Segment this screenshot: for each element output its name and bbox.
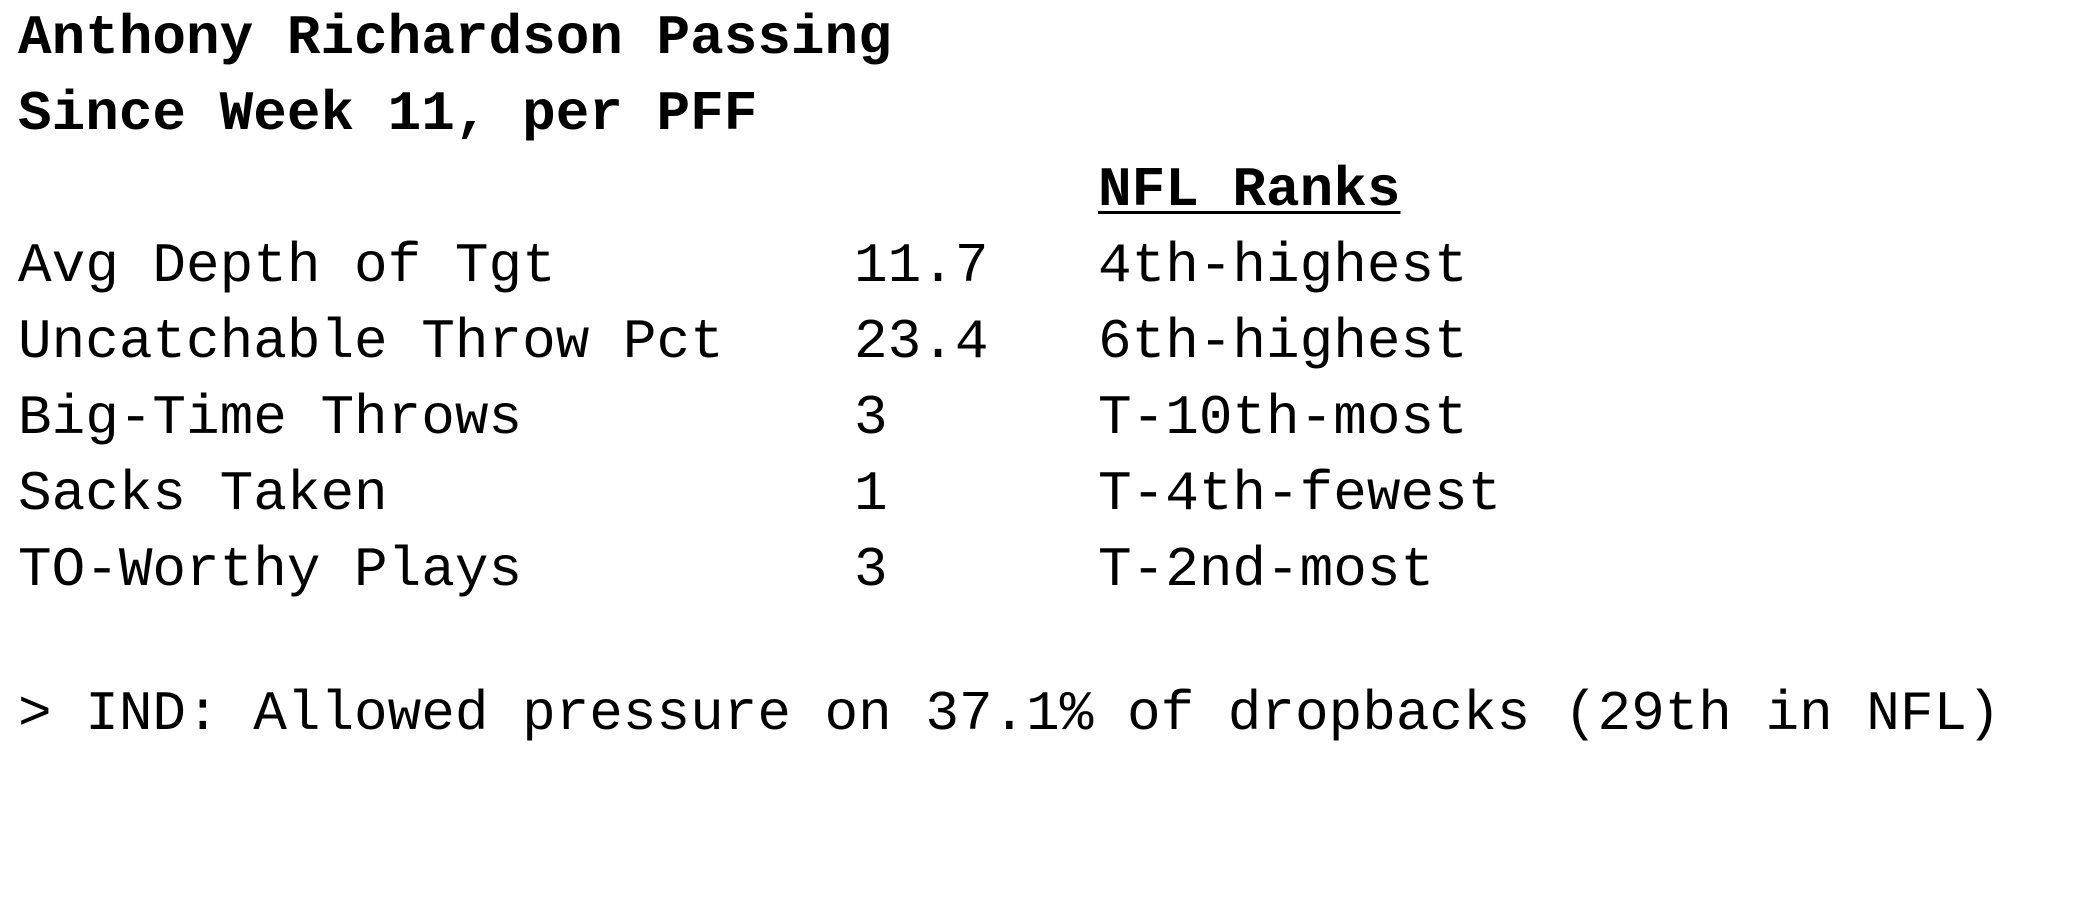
title-line-2: Since Week 11, per PFF [18, 82, 758, 146]
stat-value: 11.7 [854, 234, 989, 298]
stat-rank: 4th-highest [1098, 234, 1468, 298]
stat-value: 3 [854, 386, 888, 450]
title-line-1: Anthony Richardson Passing [18, 6, 892, 70]
stat-label: Sacks Taken [18, 462, 388, 526]
table-row: Big-Time Throws 3 T-10th-most [18, 380, 1468, 456]
table-row: Sacks Taken 1 T-4th-fewest [18, 456, 1501, 532]
stat-value: 1 [854, 462, 888, 526]
nfl-ranks-header: NFL Ranks [1098, 158, 1401, 222]
table-row: Avg Depth of Tgt 11.7 4th-highest [18, 228, 1468, 304]
stat-rank: 6th-highest [1098, 310, 1468, 374]
stat-label: Big-Time Throws [18, 386, 523, 450]
stat-label: TO-Worthy Plays [18, 538, 523, 602]
stat-value: 23.4 [854, 310, 989, 374]
stat-label: Uncatchable Throw Pct [18, 310, 724, 374]
table-row: Uncatchable Throw Pct 23.4 6th-highest [18, 304, 1468, 380]
stat-rank: T-10th-most [1098, 386, 1468, 450]
stat-value: 3 [854, 538, 888, 602]
footnote: > IND: Allowed pressure on 37.1% of drop… [18, 682, 2001, 746]
stat-rank: T-4th-fewest [1098, 462, 1502, 526]
stat-rank: T-2nd-most [1098, 538, 1435, 602]
stat-label: Avg Depth of Tgt [18, 234, 556, 298]
table-row: TO-Worthy Plays 3 T-2nd-most [18, 532, 1434, 608]
